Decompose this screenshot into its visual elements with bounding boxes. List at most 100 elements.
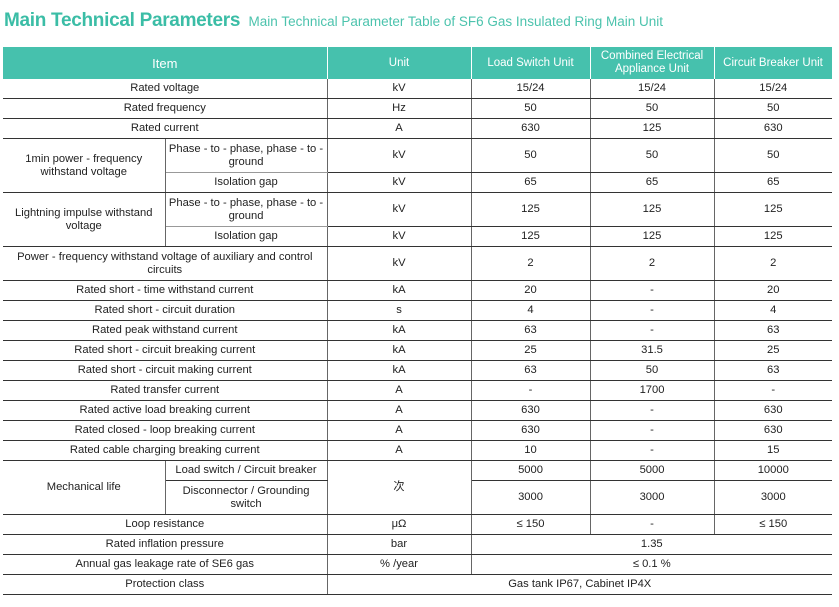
table-cell: 630 (713, 400, 833, 421)
table-cell: Protection class (3, 574, 328, 595)
table-row: Rated short - circuit making current kA 63… (3, 360, 833, 381)
table-cell: Rated short - circuit making current (3, 360, 328, 381)
table-cell: 4 (713, 300, 833, 321)
table-cell: 65 (589, 172, 715, 193)
table-row: Loop resistance μΩ ≤ 150- ≤ 150 (3, 514, 833, 535)
table-row: Rated inflation pressure bar 1.35 (3, 534, 833, 555)
table-row: Mechanical life Load switch / Circuit bre… (3, 460, 833, 515)
table-cell: 15/24 (470, 79, 591, 99)
table-cell: Rated voltage (3, 79, 328, 99)
table-cell: - (589, 400, 715, 421)
table-cell: 25 (470, 340, 591, 361)
table-cell: 125 (589, 118, 715, 139)
table-cell: A (326, 118, 472, 139)
table-cell: 125 (713, 226, 833, 247)
table-cell: Isolation gap (165, 172, 328, 193)
table-cell: Rated closed - loop breaking current (3, 420, 328, 441)
table-cell: 63 (470, 360, 591, 381)
table-cell: 3000 (470, 480, 591, 515)
table-row: Rated peak withstand current kA 63-63 (3, 320, 833, 341)
header-load-switch: Load Switch Unit (470, 47, 591, 79)
table-row: Rated closed - loop breaking current A 630… (3, 420, 833, 441)
table-cell: 125 (589, 226, 715, 247)
table-cell: 1.35 (470, 534, 833, 555)
table-row: Rated transfer current A -1700- (3, 380, 833, 401)
table-cell: - (589, 440, 715, 461)
table-cell: Rated frequency (3, 98, 328, 119)
table-cell: 65 (470, 172, 591, 193)
table-cell: 50 (470, 138, 591, 173)
table-cell: A (326, 440, 472, 461)
table-row: Disconnector / Grounding switch 3000 3000 3… (3, 480, 833, 515)
page-heading: Main Technical Parameters Main Technical… (4, 10, 663, 32)
table-cell: 1700 (589, 380, 715, 401)
table-cell: 63 (713, 360, 833, 381)
page-subtitle: Main Technical Parameter Table of SF6 Ga… (248, 14, 664, 29)
table-cell: 50 (589, 360, 715, 381)
table-cell: 10000 (713, 460, 833, 481)
table-cell: 65 (713, 172, 833, 193)
table-row: Protection class Gas tank IP67, Cabinet I… (3, 574, 833, 595)
table-cell: Rated current (3, 118, 328, 139)
table-cell: Phase - to - phase, phase - to - ground (164, 138, 328, 173)
table-cell: Mechanical life (3, 460, 166, 515)
header-circuit-breaker: Circuit Breaker Unit (713, 47, 833, 79)
table-cell: Hz (326, 98, 472, 119)
table-cell: 125 (589, 192, 715, 227)
table-row: Isolation gap kV 65 65 65 (3, 172, 833, 193)
table-cell: ≤ 150 (470, 514, 591, 535)
table-cell: 15/24 (713, 79, 833, 99)
table-cell: Isolation gap (165, 226, 328, 247)
table-cell: μΩ (326, 514, 472, 535)
table-cell: 15/24 (589, 79, 715, 99)
table-cell: 4 (470, 300, 591, 321)
table-cell: Load switch / Circuit breaker (164, 460, 328, 481)
table-cell: ≤ 0.1 % (470, 554, 833, 575)
table-cell: kV (326, 138, 472, 173)
table-row: Isolation gap kV 125 125 125 (3, 226, 833, 247)
table-cell: 5000 (470, 460, 591, 481)
table-cell: 15 (713, 440, 833, 461)
table-cell: 125 (470, 226, 591, 247)
table-cell: - (713, 380, 833, 401)
table-cell: 63 (470, 320, 591, 341)
table-cell: 2 (713, 246, 833, 281)
table-cell: - (589, 300, 715, 321)
table-cell: Rated short - circuit duration (3, 300, 328, 321)
table-cell: % /year (326, 554, 472, 575)
table-cell: kV (326, 79, 472, 99)
table-cell: A (326, 420, 472, 441)
table-header-row: Item Unit Load Switch Unit Combined Elec… (3, 47, 833, 79)
header-unit: Unit (326, 47, 472, 79)
table-cell: - (589, 420, 715, 441)
header-item: Item (3, 47, 328, 79)
table-cell: A (326, 400, 472, 421)
table-cell: 63 (713, 320, 833, 341)
table-row: Rated short - circuit duration s 4-4 (3, 300, 833, 321)
table-cell: 50 (589, 98, 715, 119)
table-cell: 5000 (589, 460, 715, 481)
table-cell: Rated short - circuit breaking current (3, 340, 328, 361)
table-cell: Disconnector / Grounding switch (165, 480, 328, 515)
table-row: Rated short - time withstand current kA 20… (3, 280, 833, 301)
table-cell: - (589, 280, 715, 301)
table-row: Rated active load breaking current A 630-6… (3, 400, 833, 421)
table-cell: - (589, 320, 715, 341)
table-cell: kA (326, 320, 472, 341)
table-row: Annual gas leakage rate of SE6 gas% /yea… (3, 554, 833, 575)
table-cell: kV (326, 172, 472, 193)
table-cell: 630 (470, 400, 591, 421)
table-cell: 1min power - frequency withstand voltage (3, 138, 166, 193)
table-cell: 630 (713, 420, 833, 441)
table-row: Rated voltage kV 15/24 15/24 15/24 (3, 79, 833, 99)
table-cell: Rated transfer current (3, 380, 328, 401)
table-cell: Phase - to - phase, phase - to - ground (164, 192, 328, 227)
table-cell: Rated cable charging breaking current (3, 440, 328, 461)
table-cell: Loop resistance (3, 514, 328, 535)
table-cell: Rated short - time withstand current (3, 280, 328, 301)
table-cell: 630 (713, 118, 833, 139)
header-combined: Combined Electrical Appliance Unit (589, 47, 715, 79)
table-cell: kA (326, 340, 472, 361)
table-row: Lightning impulse withstand voltage Phase… (3, 192, 833, 247)
table-cell: A (326, 380, 472, 401)
